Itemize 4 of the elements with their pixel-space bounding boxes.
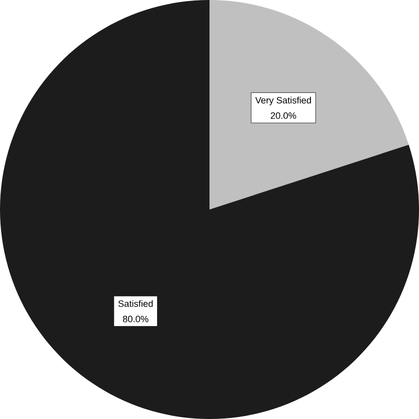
data-label: 20.0% xyxy=(270,112,296,119)
slice-label: Very Satisfied xyxy=(255,96,311,106)
data-label: 80.0% xyxy=(122,316,148,322)
slice-label: Satisfied xyxy=(118,300,153,307)
